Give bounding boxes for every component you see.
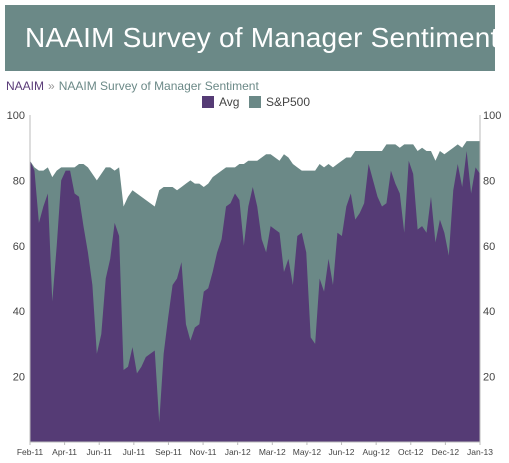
legend-label-sp500[interactable]: S&P500: [266, 95, 310, 109]
x-tick-label: Oct-12: [398, 447, 424, 457]
y-tick-label-left: 40: [13, 306, 25, 318]
y-tick-label-right: 80: [483, 175, 495, 187]
y-tick-label-left: 20: [13, 372, 25, 384]
x-tick-label: Feb-11: [17, 447, 44, 457]
x-tick-label: Jun-12: [329, 447, 355, 457]
x-tick-label: Jan-13: [467, 447, 493, 457]
x-tick-label: Jun-11: [87, 447, 113, 457]
y-tick-label-right: 40: [483, 306, 495, 318]
breadcrumb: NAAIM» NAAIM Survey of Manager Sentiment: [6, 79, 259, 93]
series-area-avg: [30, 150, 480, 442]
x-tick-label: Aug-12: [362, 447, 390, 457]
legend-swatch-avg[interactable]: [202, 96, 214, 108]
x-tick-label: Nov-11: [190, 447, 217, 457]
y-tick-label-right: 60: [483, 241, 495, 253]
x-tick-label: Jan-12: [225, 447, 251, 457]
x-tick-label: Dec-12: [432, 447, 460, 457]
y-tick-label-left: 80: [13, 175, 25, 187]
breadcrumb-current: NAAIM Survey of Manager Sentiment: [58, 79, 259, 93]
y-tick-label-left: 60: [13, 241, 25, 253]
y-tick-label-right: 100: [483, 110, 501, 122]
page-title: NAAIM Survey of Manager Sentiment: [25, 22, 499, 53]
breadcrumb-separator: »: [48, 79, 55, 93]
legend-label-avg[interactable]: Avg: [219, 95, 239, 109]
page-banner: NAAIM Survey of Manager Sentiment: [5, 5, 499, 71]
y-tick-label-left: 100: [7, 110, 25, 122]
x-tick-label: Jul-11: [123, 447, 146, 457]
x-tick-label: Apr-11: [52, 447, 77, 457]
x-tick-label: Sep-11: [155, 447, 182, 457]
y-tick-label-right: 20: [483, 372, 495, 384]
breadcrumb-home-link[interactable]: NAAIM: [6, 79, 45, 93]
x-tick-label: May-12: [293, 447, 322, 457]
x-tick-label: Mar-12: [259, 447, 286, 457]
legend-swatch-sp500[interactable]: [249, 96, 261, 108]
